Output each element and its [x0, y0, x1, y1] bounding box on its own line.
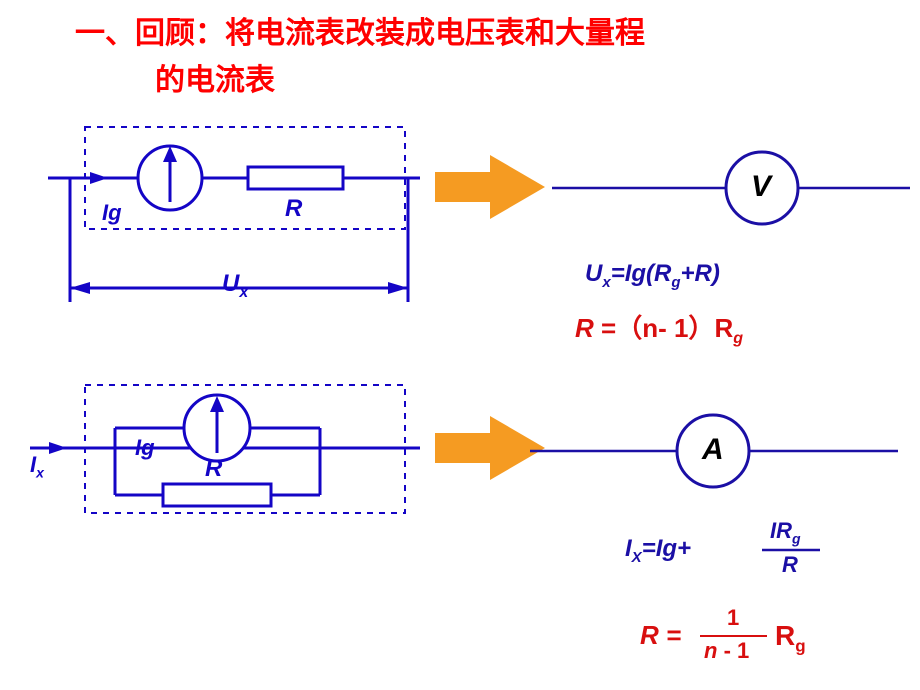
resistor-a — [248, 167, 343, 189]
label-ig-b: Ig — [135, 435, 155, 461]
formula-ux: Ux=Ig(Rg+R) — [585, 260, 720, 291]
label-ig-a: Ig — [102, 200, 122, 226]
formula-ix-eq: IX=Ig+ — [625, 535, 691, 566]
label-r-a: R — [285, 195, 302, 223]
label-ix: Ix — [30, 452, 44, 480]
big-arrow-b — [435, 416, 545, 480]
ammeter-a: A — [702, 433, 724, 467]
voltmeter-v: V — [751, 170, 771, 204]
ux-arr-l — [70, 282, 90, 294]
formula-r-b-lhs: R = — [640, 620, 681, 651]
formula-r-b-rhs: Rg — [775, 620, 806, 657]
resistor-b — [163, 484, 271, 506]
label-ux: Ux — [222, 270, 248, 302]
formula-ix-num: IRg — [770, 518, 801, 546]
ix-arrow — [49, 442, 67, 454]
formula-r-b-num: 1 — [727, 605, 739, 631]
formula-r-b-den: n - 1 — [704, 638, 749, 664]
label-r-b: R — [205, 455, 222, 483]
ux-arr-r — [388, 282, 408, 294]
formula-ix-den: R — [782, 552, 798, 578]
big-arrow-a — [435, 155, 545, 219]
curr-arrow-a — [90, 172, 108, 184]
formula-r-a: R =（n- 1）Rg — [575, 308, 743, 348]
